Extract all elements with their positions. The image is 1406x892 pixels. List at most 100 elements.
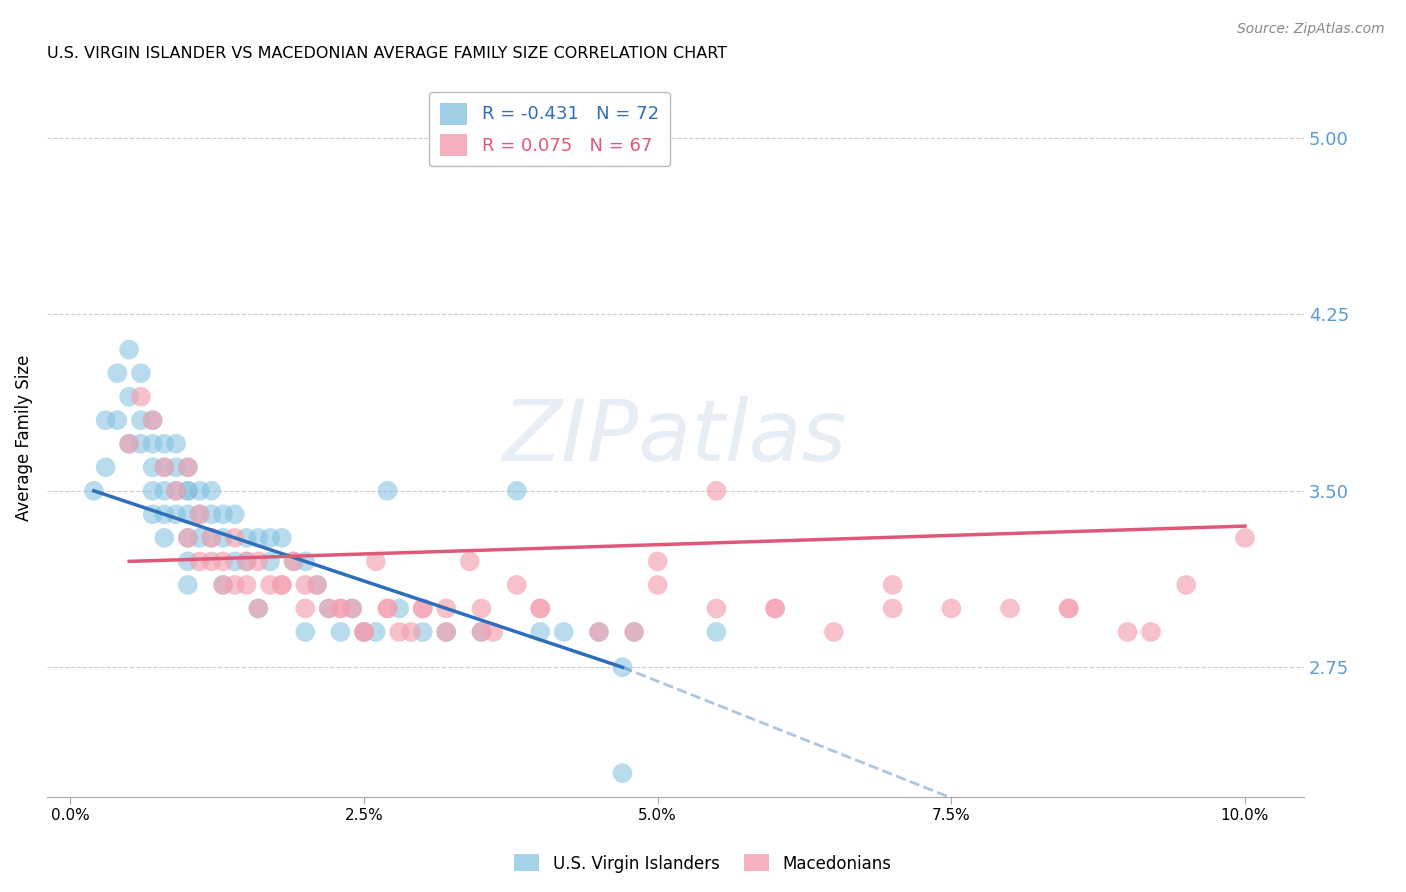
Point [364,554,387,568]
Point [1140,624,1163,639]
Point [623,624,645,639]
Point [224,554,246,568]
Point [235,531,257,545]
Point [377,601,399,615]
Point [1233,531,1256,545]
Point [763,601,786,615]
Point [329,601,352,615]
Point [377,483,399,498]
Point [529,601,551,615]
Point [188,554,211,568]
Point [882,578,904,592]
Point [553,624,575,639]
Point [270,578,292,592]
Point [200,531,222,545]
Point [212,578,235,592]
Point [165,460,187,475]
Point [165,436,187,450]
Point [235,578,257,592]
Point [706,483,728,498]
Point [94,460,117,475]
Point [212,531,235,545]
Point [353,624,375,639]
Point [129,436,152,450]
Point [177,483,200,498]
Point [118,436,141,450]
Point [177,531,200,545]
Point [647,578,669,592]
Point [388,624,411,639]
Point [434,624,457,639]
Point [153,436,176,450]
Point [188,508,211,522]
Point [342,601,364,615]
Point [200,508,222,522]
Point [247,601,270,615]
Point [412,601,434,615]
Point [283,554,305,568]
Text: ZIPatlas: ZIPatlas [503,396,848,479]
Point [470,624,492,639]
Point [353,624,375,639]
Point [318,601,340,615]
Point [153,531,176,545]
Point [1057,601,1080,615]
Point [1116,624,1139,639]
Point [305,578,328,592]
Point [294,624,316,639]
Point [412,624,434,639]
Point [129,366,152,380]
Point [177,554,200,568]
Point [153,508,176,522]
Point [142,436,165,450]
Point [353,624,375,639]
Point [129,413,152,427]
Point [1175,578,1198,592]
Point [165,483,187,498]
Point [165,483,187,498]
Point [706,601,728,615]
Point [247,601,270,615]
Point [318,601,340,615]
Point [235,554,257,568]
Point [823,624,845,639]
Point [388,601,411,615]
Point [612,766,634,780]
Point [1057,601,1080,615]
Point [165,508,187,522]
Text: U.S. VIRGIN ISLANDER VS MACEDONIAN AVERAGE FAMILY SIZE CORRELATION CHART: U.S. VIRGIN ISLANDER VS MACEDONIAN AVERA… [46,46,727,62]
Point [247,554,270,568]
Point [305,578,328,592]
Point [153,460,176,475]
Point [177,460,200,475]
Y-axis label: Average Family Size: Average Family Size [15,355,32,521]
Point [329,601,352,615]
Point [105,366,128,380]
Point [763,601,786,615]
Point [200,554,222,568]
Point [118,436,141,450]
Point [188,508,211,522]
Point [706,624,728,639]
Point [270,578,292,592]
Point [470,624,492,639]
Point [153,460,176,475]
Point [200,483,222,498]
Legend: U.S. Virgin Islanders, Macedonians: U.S. Virgin Islanders, Macedonians [508,847,898,880]
Point [588,624,610,639]
Point [412,601,434,615]
Point [882,601,904,615]
Point [177,508,200,522]
Point [506,483,529,498]
Point [177,483,200,498]
Point [364,624,387,639]
Point [142,460,165,475]
Point [399,624,422,639]
Point [235,554,257,568]
Point [142,413,165,427]
Point [482,624,505,639]
Point [142,483,165,498]
Point [270,531,292,545]
Point [188,531,211,545]
Point [177,531,200,545]
